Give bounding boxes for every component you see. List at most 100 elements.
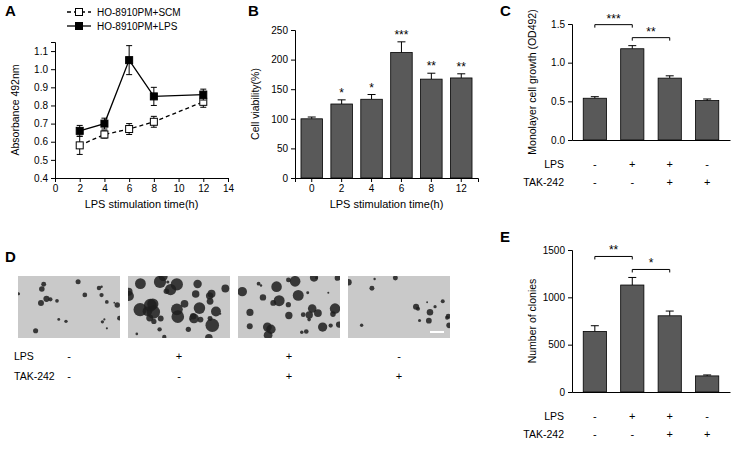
condition-label: LPS (544, 158, 564, 170)
colony (369, 286, 374, 291)
point (101, 120, 108, 127)
tick-mark (568, 392, 572, 393)
axis-line (568, 25, 573, 141)
colony (446, 314, 450, 319)
condition-sign: + (176, 350, 182, 362)
colony (266, 325, 275, 334)
condition-label: TAK-242 (523, 428, 564, 440)
legend-marker (76, 9, 83, 16)
tick: 4 (102, 178, 108, 194)
bar (583, 331, 606, 392)
tick-label: 14 (223, 183, 235, 194)
panel-label: E (500, 228, 510, 245)
tick: 12 (198, 178, 210, 194)
tick: 0.9 (34, 82, 55, 93)
condition-sign: - (67, 370, 71, 382)
panel: 0246812050100150200250*********LPS stimu… (249, 25, 479, 210)
tick-label: 500 (548, 339, 565, 350)
tick-label: 6 (399, 183, 405, 194)
error-bar (457, 74, 465, 78)
error-bar (151, 116, 157, 127)
colony (373, 278, 375, 280)
tick-mark (568, 24, 572, 25)
tick: 1.1 (34, 46, 55, 57)
colony (348, 279, 352, 286)
colony (336, 321, 340, 327)
tick-mark (568, 345, 572, 346)
bar (391, 52, 413, 178)
colony (306, 291, 309, 294)
tick-label: 8 (429, 183, 435, 194)
series-line (80, 102, 204, 146)
colony (82, 293, 87, 298)
colony (418, 319, 421, 322)
significance-label: ** (609, 243, 619, 257)
tick-mark (228, 178, 229, 182)
colony (360, 324, 363, 327)
bar (421, 79, 443, 178)
error-bar (101, 118, 107, 129)
colony (186, 327, 191, 332)
tick-mark (154, 178, 155, 182)
tick: 8 (152, 178, 158, 194)
tick: 150 (271, 84, 295, 95)
significance-label: * (369, 81, 374, 95)
tick: 100 (271, 114, 295, 125)
tick-mark (291, 89, 295, 90)
tick: 8 (429, 178, 435, 194)
x-axis (573, 140, 731, 141)
micrograph (128, 276, 230, 338)
axis-line (573, 140, 731, 141)
colony (393, 276, 398, 280)
tick: 0.8 (34, 100, 55, 111)
colony (113, 302, 115, 304)
condition-sign: - (630, 428, 634, 440)
condition-sign: + (704, 176, 710, 188)
colony (192, 290, 199, 297)
tick: 0 (309, 178, 315, 194)
axis-line (296, 179, 479, 183)
colony (293, 290, 304, 301)
micrograph-background (348, 276, 450, 338)
bar (696, 376, 719, 392)
colony (318, 322, 327, 331)
tick: 12 (456, 178, 468, 194)
colony (307, 318, 311, 322)
significance-label: ** (646, 25, 656, 39)
tick-mark (431, 178, 432, 182)
colony (158, 316, 164, 322)
panel: LPS-++-TAK-242--++ (14, 272, 452, 382)
panel-label: A (5, 2, 16, 19)
error-bar (666, 311, 674, 316)
scale-bar (430, 331, 444, 333)
condition-label: LPS (544, 410, 564, 422)
bar (658, 78, 681, 140)
tick-label: 250 (271, 25, 288, 36)
bar (361, 99, 383, 178)
colony (55, 299, 59, 303)
tick-mark (568, 297, 572, 298)
y-axis: 050100150200250 (271, 25, 295, 184)
colony (128, 288, 133, 296)
tick: 0.4 (34, 173, 55, 184)
tick: 1000 (543, 292, 572, 303)
point (126, 126, 133, 133)
y-axis: 050010001500 (543, 245, 573, 398)
colony (189, 314, 199, 324)
tick: 200 (271, 54, 295, 65)
error-bar (368, 95, 376, 100)
condition-sign: + (667, 158, 673, 170)
colony (211, 307, 221, 317)
micrograph-background (128, 276, 230, 338)
colony (171, 310, 184, 323)
bar (301, 119, 323, 178)
tick-label: 150 (271, 84, 288, 95)
tick: 0.5 (34, 155, 55, 166)
colony (205, 334, 213, 338)
tick-mark (80, 178, 81, 182)
colony (290, 276, 301, 287)
colony (446, 323, 450, 329)
tick-label: 0 (53, 183, 59, 194)
tick-mark (371, 178, 372, 182)
tick: 1.0 (551, 57, 572, 68)
